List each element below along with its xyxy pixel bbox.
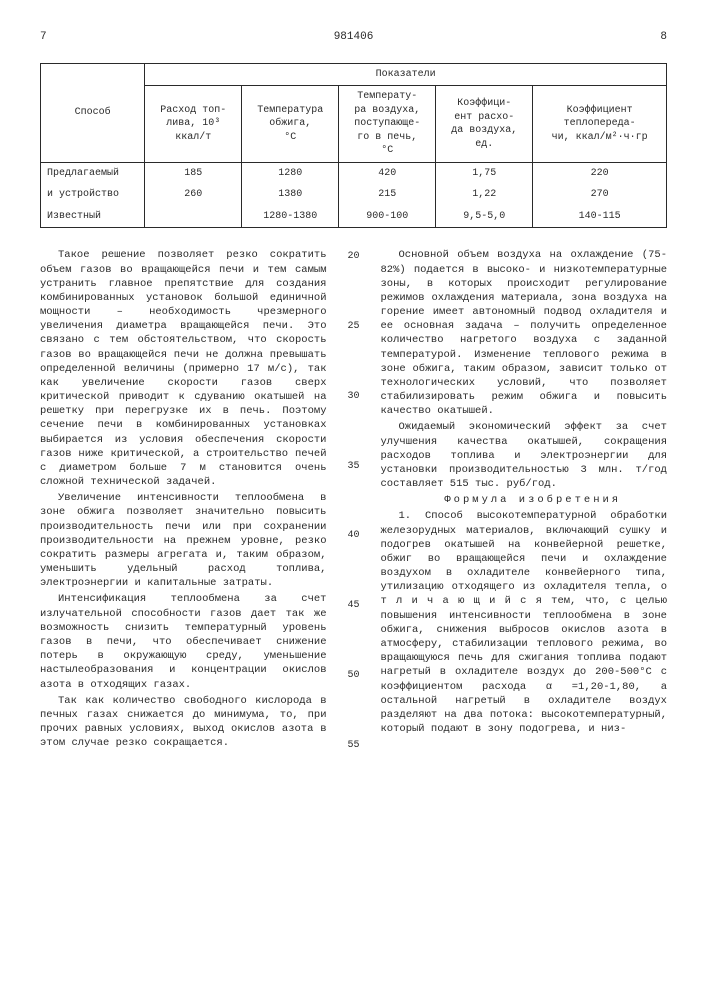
col-h4: Коэффици- ент расхо- да воздуха, ед. (436, 86, 533, 163)
table-row: и устройство 260 1380 215 1,22 270 (41, 184, 667, 206)
patent-number: 981406 (250, 30, 457, 45)
table-row: Известный 1280-1380 900-100 9,5-5,0 140-… (41, 206, 667, 228)
formula-title: Формула изобретения (381, 493, 668, 507)
col-h5: Коэффициент теплопереда- чи, ккал/м²·ч·г… (533, 86, 667, 163)
paragraph: Ожидаемый экономический эффект за счет у… (381, 420, 668, 491)
page-header: 7 981406 8 (40, 30, 667, 45)
data-table: Способ Показатели Расход топ- лива, 10³ … (40, 63, 667, 229)
page-right: 8 (460, 30, 667, 45)
paragraph: Увеличение интенсивности теплообмена в з… (40, 491, 327, 590)
row-label: и устройство (41, 184, 145, 206)
paragraph: Интенсификация теплообмена за счет излуч… (40, 592, 327, 691)
col-group: Показатели (145, 63, 667, 86)
paragraph: Такое решение позволяет резко сократить … (40, 248, 327, 489)
row-label: Предлагаемый (41, 162, 145, 184)
row-label: Известный (41, 206, 145, 228)
col-method: Способ (41, 63, 145, 162)
line-numbers: 20 25 30 35 40 45 50 55 (345, 248, 363, 752)
body-columns: Такое решение позволяет резко сократить … (40, 248, 667, 752)
page-left: 7 (40, 30, 247, 45)
col-h1: Расход топ- лива, 10³ ккал/т (145, 86, 242, 163)
paragraph: Так как количество свободного кислорода … (40, 694, 327, 751)
table-row: Предлагаемый 185 1280 420 1,75 220 (41, 162, 667, 184)
col-h2: Температура обжига, °С (242, 86, 339, 163)
right-column: Основной объем воздуха на охлаждение (75… (381, 248, 668, 752)
col-h3: Температу- ра воздуха, поступающе- го в … (339, 86, 436, 163)
left-column: Такое решение позволяет резко сократить … (40, 248, 327, 752)
paragraph: 1. Способ высокотемпературной обработки … (381, 509, 668, 736)
paragraph: Основной объем воздуха на охлаждение (75… (381, 248, 668, 418)
